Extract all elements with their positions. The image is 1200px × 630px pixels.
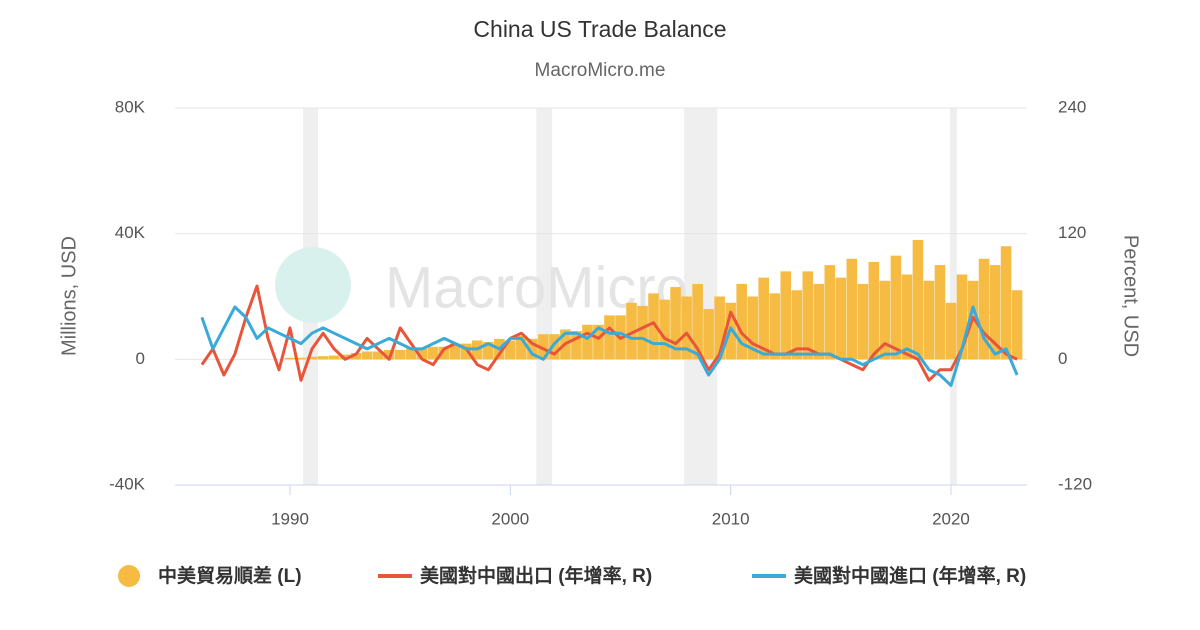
y2-tick-label: 240 (1058, 97, 1086, 116)
bar (449, 343, 461, 360)
bar (989, 265, 1001, 360)
shaded-period (949, 108, 957, 485)
bar (901, 274, 913, 360)
y2-tick-label: 120 (1058, 223, 1086, 242)
bar (350, 353, 362, 360)
bar (912, 239, 924, 360)
bar (427, 346, 439, 360)
bar (295, 357, 307, 360)
bar (483, 342, 494, 360)
y-tick-label: 40K (115, 223, 146, 242)
bar (571, 331, 582, 360)
x-tick-label: 1990 (271, 509, 309, 528)
bar (978, 258, 990, 360)
bar (527, 338, 538, 360)
legend-label: 美國對中國進口 (年增率, R) (794, 564, 1026, 587)
bar (736, 283, 747, 360)
y2-axis-title: Percent, USD (1120, 235, 1142, 357)
legend-label: 中美貿易順差 (L) (158, 564, 302, 587)
y-tick-label: 0 (136, 349, 145, 368)
shaded-period (536, 108, 553, 485)
x-tick-label: 2020 (932, 509, 970, 528)
bar (383, 349, 395, 360)
bar (317, 356, 329, 360)
bar (813, 283, 825, 360)
x-tick-label: 2010 (712, 509, 750, 528)
bar (626, 302, 637, 360)
line (200, 284, 1018, 382)
bar (582, 324, 593, 360)
bar (339, 354, 351, 360)
bar (802, 271, 814, 360)
bar (659, 299, 670, 360)
x-tick-label: 2000 (491, 509, 529, 528)
bar (637, 305, 648, 360)
bar (1011, 290, 1023, 360)
bar (780, 271, 792, 360)
bar (956, 274, 968, 360)
bar (758, 277, 769, 360)
y2-tick-label: -120 (1058, 474, 1092, 493)
bar (505, 340, 516, 360)
bar (670, 287, 681, 360)
bar (648, 293, 659, 360)
bar (857, 283, 869, 360)
bar (714, 296, 725, 360)
bar (824, 265, 836, 360)
bar (405, 348, 417, 360)
bar (306, 356, 318, 360)
legend-label: 美國對中國出口 (年增率, R) (420, 564, 652, 587)
bar (879, 280, 891, 360)
y-tick-label: -40K (109, 474, 146, 493)
bar (538, 334, 549, 360)
bar (604, 315, 615, 360)
bar (438, 346, 450, 360)
bar (372, 351, 384, 360)
bar (835, 277, 847, 360)
bar (890, 255, 902, 360)
bar (549, 334, 560, 360)
watermark-logo (275, 247, 351, 323)
chart-title: China US Trade Balance (473, 16, 726, 42)
bar (868, 261, 880, 360)
y2-tick-label: 0 (1058, 349, 1067, 368)
bar (923, 280, 935, 360)
y-tick-label: 80K (115, 97, 146, 116)
bar (703, 309, 714, 360)
bar (328, 355, 340, 360)
bar (394, 349, 406, 360)
bar (361, 351, 373, 360)
bar (934, 265, 946, 360)
bar (846, 258, 858, 360)
bar (284, 357, 296, 360)
bar (516, 335, 527, 360)
bar (416, 348, 428, 360)
chart-subtitle: MacroMicro.me (535, 60, 666, 81)
bar (1000, 246, 1012, 360)
bar (747, 296, 758, 360)
bar (681, 296, 692, 360)
bar (769, 293, 781, 360)
line (200, 305, 1019, 387)
y-axis-title: Millions, USD (58, 236, 80, 356)
legend-symbol (118, 565, 140, 587)
bar (460, 343, 472, 360)
bar (791, 290, 803, 360)
bar (593, 324, 604, 360)
bar (692, 283, 703, 360)
bar (945, 302, 957, 360)
